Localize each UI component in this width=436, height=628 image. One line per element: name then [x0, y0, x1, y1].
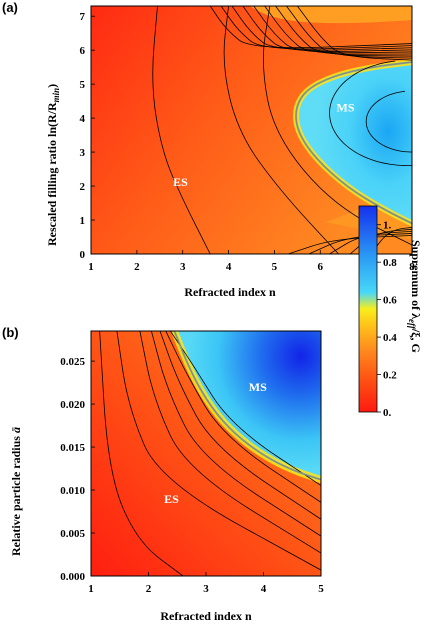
panel-b-x-tick-label: 4 — [261, 583, 267, 595]
panel-b: (b) 1 2 3 4 5 0.000 0.005 0.010 0.015 0.020 0.025… — [2, 325, 324, 623]
panel-a-x-tick-label: 3 — [180, 261, 186, 273]
panel-a-ms-contours — [329, 60, 412, 167]
panel-a-y-tick-label: 5 — [80, 79, 86, 91]
panel-a-x-tick-label: 2 — [134, 261, 140, 273]
panel-a-band-outer — [250, 6, 412, 24]
panel-a-y-axis-title: Rescaled filling ratio ln(R/Rmin) — [45, 84, 61, 246]
panel-b-y-axis-title-main: Relative particle radius — [9, 433, 23, 556]
panel-b-contour-line — [159, 331, 321, 520]
panel-b-heatmap — [91, 331, 321, 576]
panel-a-ms-contour-line — [365, 90, 412, 153]
panel-b-contour-line — [170, 331, 321, 487]
panel-b-contours — [99, 331, 321, 576]
panel-a-region-label: ES — [173, 175, 188, 189]
panel-b-x-tick-label: 5 — [318, 583, 324, 595]
panel-a-x-tick-label: 4 — [226, 261, 232, 273]
panel-a-contour-line — [275, 6, 412, 57]
panel-a-y-tick-label: 4 — [80, 113, 86, 125]
panel-a: (a) 1 2 3 4 5 6 7 8 0 1 2 3 4 5 6 7 ES MS Refracted ind… — [2, 0, 415, 299]
panel-a-contour-line — [297, 6, 412, 61]
panel-a-y-ticks: 0 1 2 3 4 5 6 7 — [80, 11, 95, 261]
panel-a-contour-line — [263, 6, 412, 246]
colorbar-gradient — [358, 205, 378, 413]
panel-a-ms-region — [296, 62, 412, 224]
panel-b-x-tick-label: 1 — [88, 583, 94, 595]
colorbar-ticks: 0. 0.2 0.4 0.6 0.8 1. — [377, 220, 397, 419]
panel-a-x-tick-label: 5 — [272, 261, 278, 273]
panel-a-y-axis-title-sub: min — [51, 88, 61, 103]
panel-a-contour-line — [152, 6, 211, 254]
panel-b-y-tick-label: 0.020 — [60, 399, 85, 411]
panel-b-y-ticks: 0.000 0.005 0.010 0.015 0.020 0.025 — [60, 356, 95, 583]
panel-a-y-tick-label: 0 — [80, 249, 86, 261]
panel-a-y-axis-title-main: Rescaled filling ratio ln(R/R — [45, 102, 59, 246]
panel-b-region-label: MS — [249, 380, 267, 394]
panel-a-heatmap — [91, 6, 412, 254]
panel-b-contour-line — [116, 331, 321, 571]
colorbar-tick-label: 0.2 — [383, 370, 397, 382]
panel-a-contours — [152, 6, 412, 254]
panel-b-contour-line — [165, 331, 321, 503]
panel-a-x-axis-title: Refracted index n — [184, 285, 276, 299]
panel-b-boundary-curve — [173, 331, 321, 481]
panel-b-y-tick-label: 0.010 — [60, 485, 85, 497]
panel-a-region-labels: ES MS — [173, 100, 355, 189]
panel-a-y-tick-label: 2 — [80, 181, 86, 193]
colorbar: 0. 0.2 0.4 0.6 0.8 1. Supremum of λeff/ξ, G — [358, 205, 423, 419]
colorbar-title-main: Supremum of λ — [409, 240, 423, 319]
panel-a-x-tick-label: 6 — [318, 261, 324, 273]
panel-a-ms-contour-line — [329, 60, 412, 167]
panel-a-boundary-curve — [295, 61, 412, 225]
panel-b-y-axis-title: Relative particle radius ā — [9, 427, 23, 556]
panel-b-y-tick-label: 0.000 — [60, 571, 85, 583]
panel-b-y-tick-label: 0.005 — [60, 528, 85, 540]
colorbar-tick-label: 0.6 — [383, 295, 397, 307]
panel-b-label: (b) — [2, 325, 19, 340]
panel-b-x-axis-title: Refracted index n — [160, 609, 252, 623]
colorbar-title-tail: /ξ, G — [409, 328, 423, 353]
panel-a-y-tick-label: 7 — [80, 11, 86, 23]
panel-a-y-axis-title-tail: ) — [45, 84, 59, 88]
panel-b-ms-region — [174, 331, 321, 480]
panel-b-x-ticks: 1 2 3 4 5 — [88, 572, 324, 595]
colorbar-title: Supremum of λeff/ξ, G — [407, 240, 423, 353]
panel-b-x-tick-label: 3 — [203, 583, 209, 595]
panel-a-x-tick-label: 1 — [88, 261, 94, 273]
panel-b-region-labels: ES MS — [164, 380, 267, 506]
colorbar-tick-label: 0.8 — [383, 257, 397, 269]
panel-a-y-tick-label: 1 — [80, 215, 86, 227]
panel-b-contour-line — [99, 331, 184, 576]
colorbar-title-sub: eff — [407, 319, 417, 330]
colorbar-tick-label: 0. — [383, 407, 392, 419]
panel-b-y-axis-title-symbol: ā — [9, 427, 23, 433]
colorbar-tick-label: 0.4 — [383, 332, 397, 344]
panel-a-x-tick-label: 8 — [409, 261, 415, 273]
panel-b-region-label: ES — [164, 492, 179, 506]
panel-a-region-label: MS — [337, 100, 355, 114]
panel-a-y-tick-label: 6 — [80, 45, 86, 57]
panel-b-x-tick-label: 2 — [146, 583, 152, 595]
panel-a-label: (a) — [2, 0, 18, 15]
colorbar-tick-label: 1. — [383, 220, 392, 232]
panel-a-contour-line — [286, 6, 412, 59]
panel-b-contour-line — [139, 331, 321, 554]
panel-b-contour-line — [150, 331, 321, 537]
panel-a-frame — [90, 5, 413, 255]
panel-a-y-tick-label: 3 — [80, 147, 86, 159]
panel-a-contour-line — [223, 6, 339, 254]
panel-b-y-tick-label: 0.015 — [60, 442, 85, 454]
panel-a-contour-line — [220, 6, 412, 50]
panel-b-y-tick-label: 0.025 — [60, 356, 85, 368]
